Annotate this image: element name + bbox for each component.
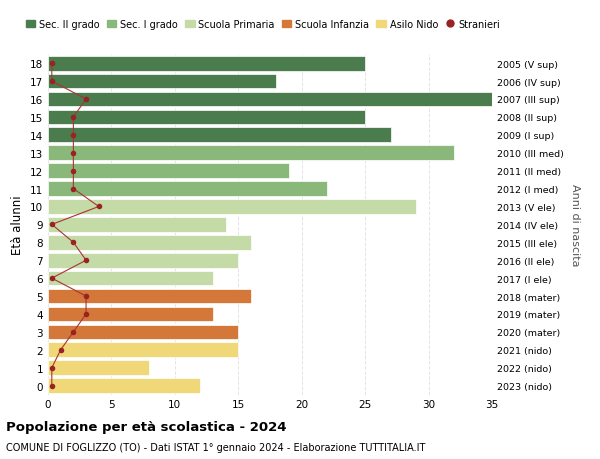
Bar [48, 307, 213, 322]
Text: COMUNE DI FOGLIZZO (TO) - Dati ISTAT 1° gennaio 2024 - Elaborazione TUTTITALIA.I: COMUNE DI FOGLIZZO (TO) - Dati ISTAT 1° … [6, 442, 425, 452]
Bar [48, 128, 391, 143]
Bar [48, 164, 289, 179]
Bar [48, 361, 149, 375]
Y-axis label: Età alunni: Età alunni [11, 195, 25, 255]
Bar [48, 289, 251, 304]
Bar [48, 325, 238, 340]
Bar [48, 182, 327, 196]
Text: Popolazione per età scolastica - 2024: Popolazione per età scolastica - 2024 [6, 420, 287, 433]
Bar [48, 57, 365, 71]
Bar [48, 200, 416, 214]
Bar [48, 218, 226, 232]
Bar [48, 146, 454, 161]
Bar [48, 110, 365, 125]
Bar [48, 253, 238, 268]
Bar [48, 74, 277, 89]
Bar [48, 271, 213, 286]
Bar [48, 235, 251, 250]
Bar [48, 379, 200, 393]
Y-axis label: Anni di nascita: Anni di nascita [571, 184, 580, 266]
Bar [48, 343, 238, 358]
Legend: Sec. II grado, Sec. I grado, Scuola Primaria, Scuola Infanzia, Asilo Nido, Stran: Sec. II grado, Sec. I grado, Scuola Prim… [22, 16, 504, 34]
Bar [48, 92, 492, 107]
